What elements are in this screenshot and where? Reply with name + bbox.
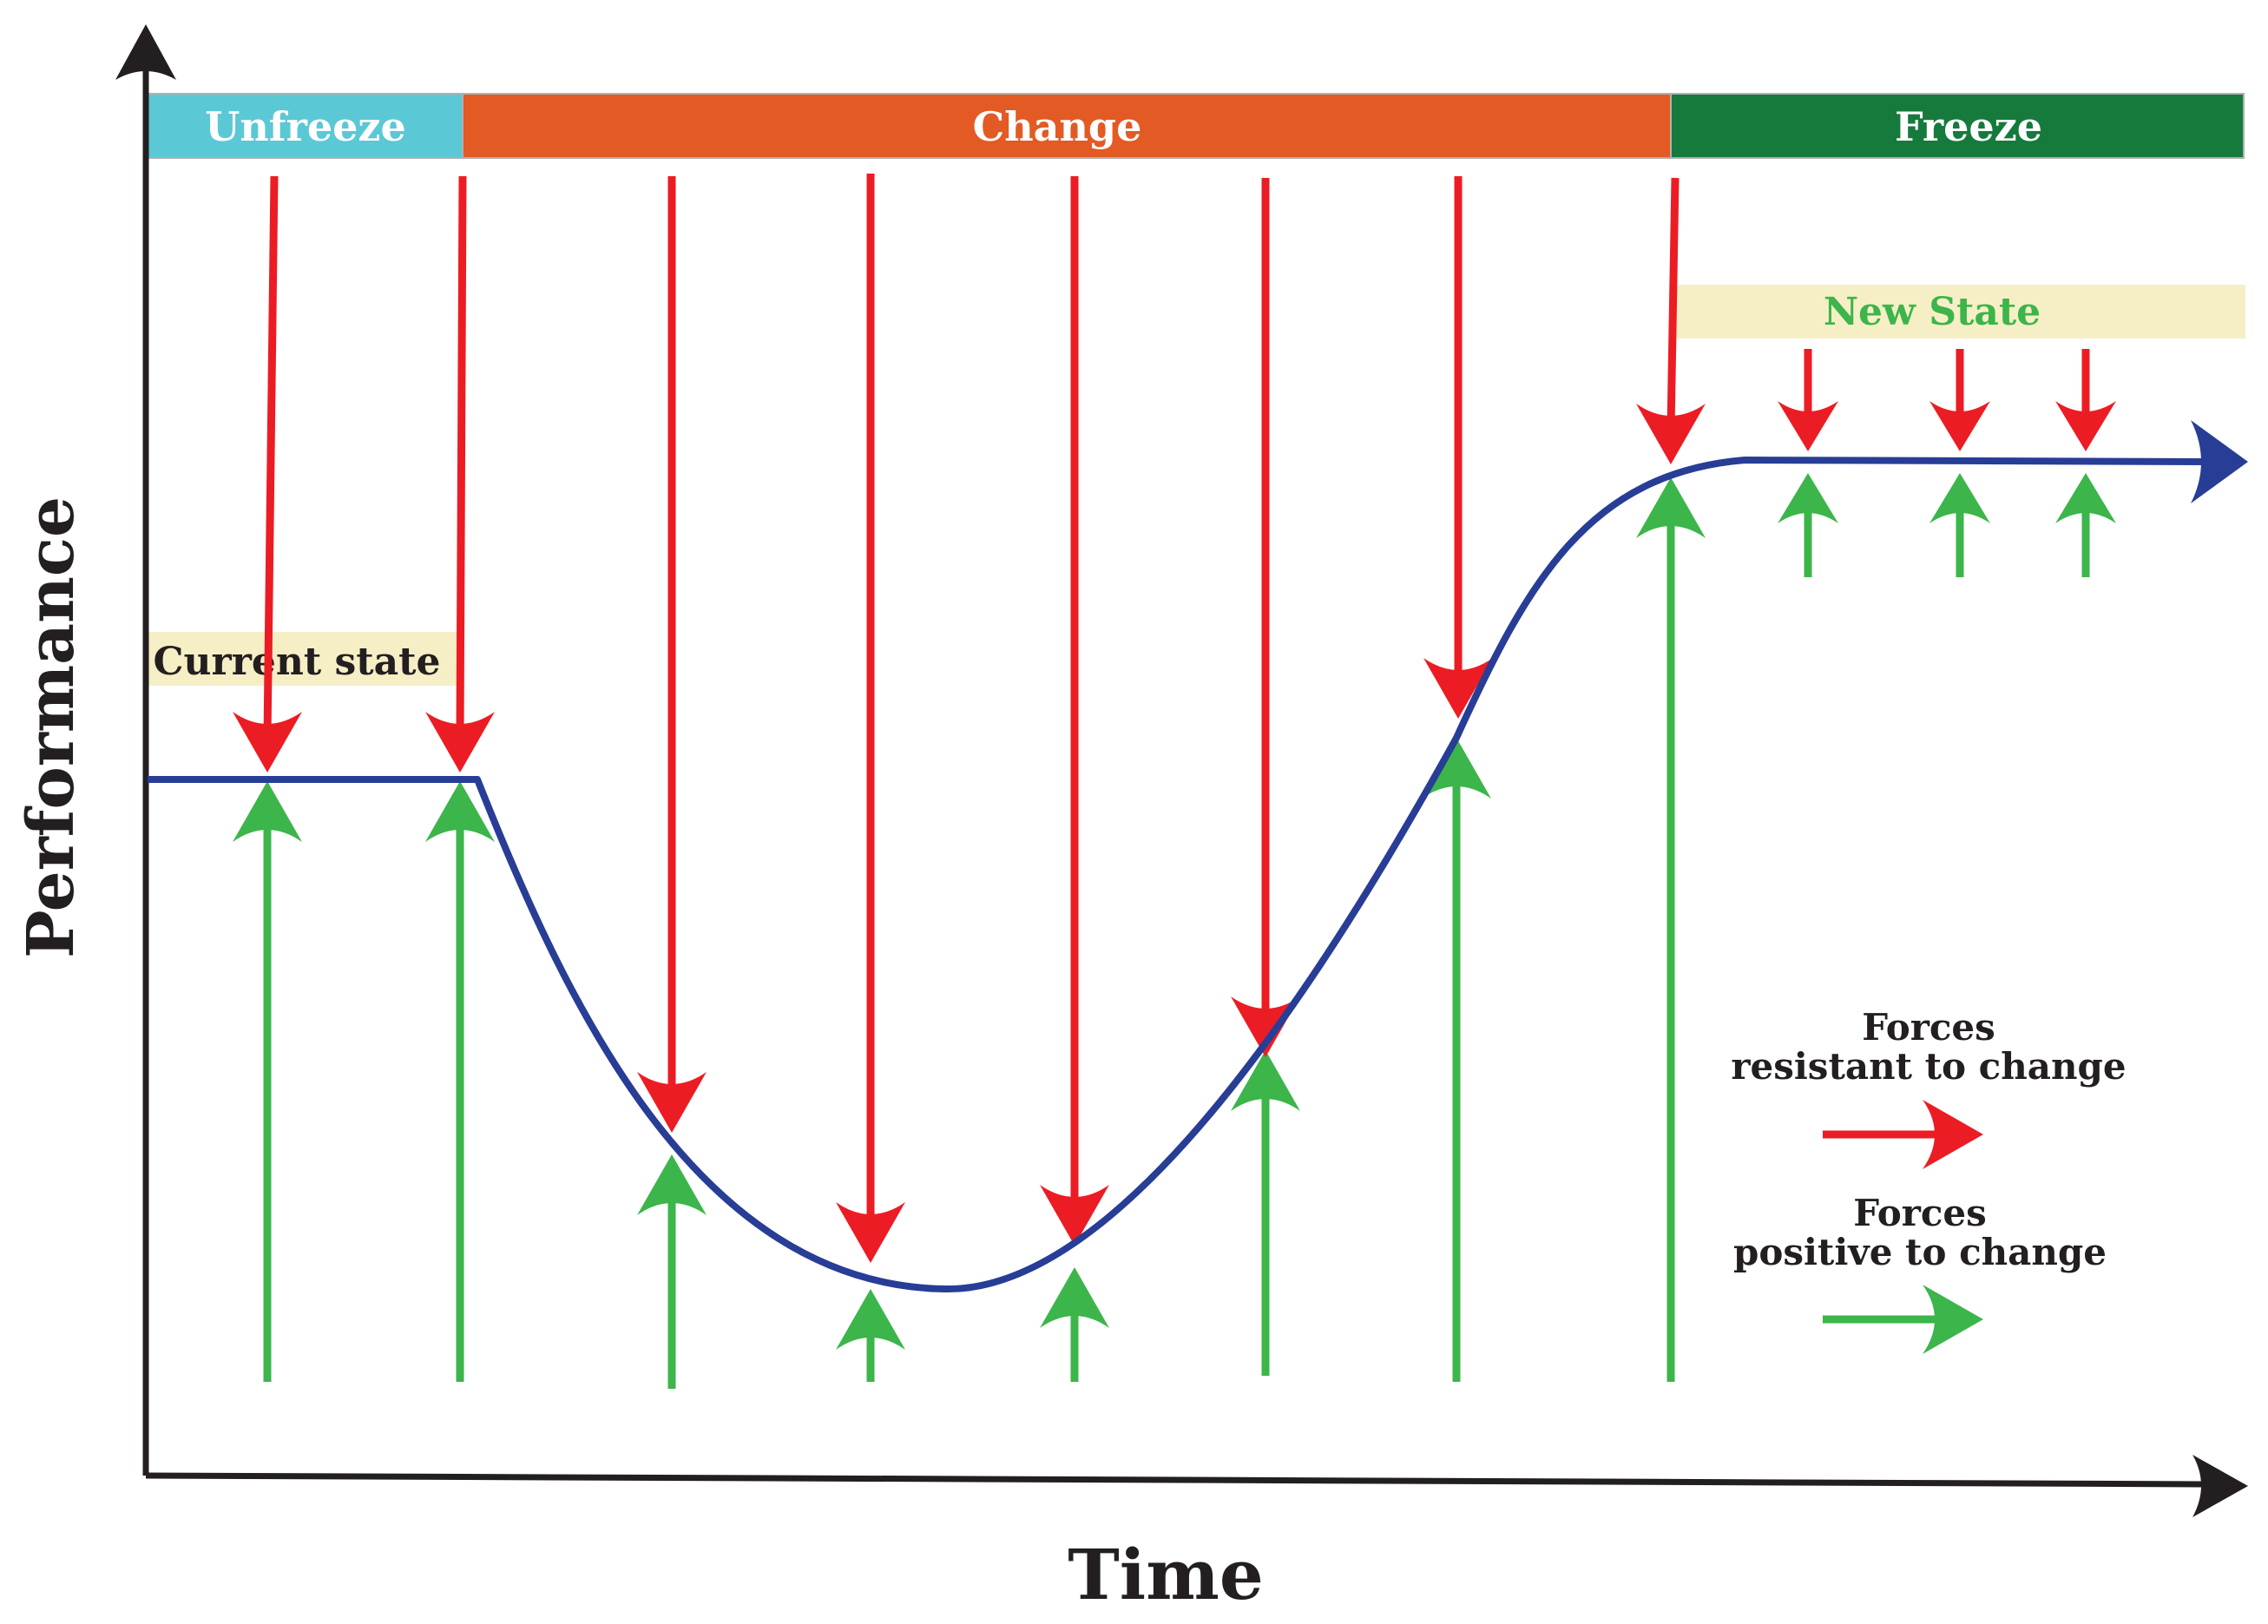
performance-curve-line xyxy=(148,457,2212,1293)
phase-unfreeze-label: Unfreeze xyxy=(205,103,406,150)
x-axis-arrowhead xyxy=(2192,1455,2248,1517)
positive-force-arrow xyxy=(637,1154,707,1389)
resistant-force-arrow xyxy=(1040,176,1109,1246)
resistant-force-arrow xyxy=(1636,177,1706,464)
resistant-force-arrow xyxy=(1778,349,1838,451)
resistant-force-arrow xyxy=(2055,349,2116,451)
performance-curve xyxy=(148,420,2248,1293)
positive-force-arrow xyxy=(1422,738,1491,1382)
legend-resistant-arrow xyxy=(1823,1100,1983,1169)
resistant-force-arrow xyxy=(637,176,707,1133)
positive-force-arrow xyxy=(836,1289,905,1382)
resistant-forces xyxy=(233,174,2116,1263)
performance-curve-arrowhead xyxy=(2191,420,2248,503)
legend-positive-arrow xyxy=(1823,1285,1983,1354)
new-state-background xyxy=(1671,285,2245,339)
current-state-background xyxy=(148,632,462,686)
legend-positive-line1: Forces xyxy=(1853,1192,1987,1234)
phase-freeze xyxy=(1670,93,2245,159)
positive-force-arrow xyxy=(425,781,495,1382)
axes xyxy=(115,24,2248,1517)
phase-unfreeze xyxy=(145,93,463,159)
resistant-force-arrow xyxy=(1423,176,1493,719)
resistant-force-arrow xyxy=(1929,349,1990,451)
y-axis-arrowhead xyxy=(115,24,176,80)
phase-change xyxy=(462,93,1672,159)
legend-resistant-line2: resistant to change xyxy=(1731,1045,2126,1088)
positive-forces xyxy=(233,473,2116,1389)
resistant-force-arrow xyxy=(1231,178,1300,1057)
resistant-force-arrow xyxy=(425,175,495,773)
positive-force-arrow xyxy=(1231,1050,1300,1376)
positive-force-arrow xyxy=(1778,473,1838,577)
new-state-label: New State xyxy=(1824,290,2041,334)
positive-force-arrow xyxy=(1636,477,1706,1382)
positive-force-arrow xyxy=(233,781,302,1382)
resistant-force-arrow xyxy=(233,175,302,773)
phase-change-label: Change xyxy=(973,103,1142,150)
legend-resistant-line1: Forces xyxy=(1862,1006,1995,1049)
resistant-force-arrow xyxy=(836,174,905,1263)
phase-bar: Unfreeze Change Freeze xyxy=(145,93,2245,159)
positive-force-arrow xyxy=(2055,473,2116,577)
phase-freeze-label: Freeze xyxy=(1895,103,2042,150)
current-state-label: Current state xyxy=(154,640,441,684)
new-state-label-group: New State xyxy=(1671,285,2245,339)
positive-force-arrow xyxy=(1040,1267,1109,1382)
x-axis-title: Time xyxy=(1068,1534,1263,1615)
current-state-label-group: Current state xyxy=(148,632,462,686)
y-axis-title: Performance xyxy=(14,496,89,958)
positive-force-arrow xyxy=(1929,473,1990,577)
legend: Forces resistant to change Forces positi… xyxy=(1731,1006,2127,1354)
legend-positive-line2: positive to change xyxy=(1733,1231,2107,1273)
x-axis-line xyxy=(145,1472,2214,1488)
